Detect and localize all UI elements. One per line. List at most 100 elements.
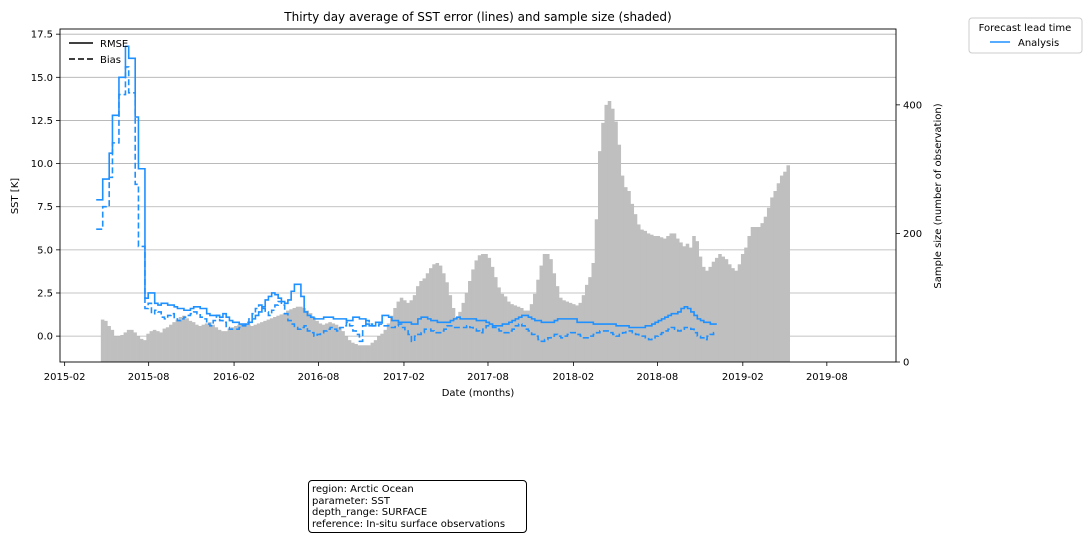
sample-size-bar (292, 308, 297, 362)
x-tick-label: 2018-02 (552, 372, 594, 383)
x-tick-label: 2018-08 (637, 372, 679, 383)
sample-size-bar (188, 320, 193, 362)
sample-size-bar (234, 326, 238, 362)
sample-size-bar (139, 338, 144, 362)
sample-size-bar (594, 219, 599, 362)
chart-title: Thirty day average of SST error (lines) … (283, 10, 671, 24)
sample-size-bar (133, 332, 137, 362)
sample-size-bar (471, 269, 475, 362)
sample-size-bar (165, 327, 170, 362)
sample-size-bar (341, 331, 345, 362)
sample-size-bar (490, 266, 495, 362)
sample-size-bar (273, 317, 277, 362)
sample-size-bar (591, 263, 596, 362)
sample-size-bar (299, 306, 303, 362)
legend-bias-label: Bias (100, 55, 121, 66)
sample-size-bar (403, 300, 407, 362)
legend-analysis-label: Analysis (1018, 38, 1059, 49)
rmse-line (96, 45, 717, 329)
sample-size-bar (779, 175, 784, 362)
sample-size-bar (393, 308, 397, 362)
sample-size-bar (783, 171, 787, 362)
sample-size-bar (308, 313, 313, 362)
y-axis-left: 17.5 15.0 12.5 10.0 7.5 5.0 2.5 0.0 (31, 30, 60, 343)
sample-size-bar (705, 270, 709, 362)
sample-size-bar (455, 317, 459, 362)
sample-size-bar (773, 191, 778, 362)
sample-size-bar (237, 324, 241, 362)
sample-size-bar (653, 236, 657, 362)
sample-size-bar (646, 233, 651, 362)
sample-size-bar (497, 287, 501, 362)
sample-size-bar (714, 257, 719, 362)
sample-size-bar (481, 254, 485, 362)
y-axis-label: SST [K] (10, 178, 21, 214)
y-gridlines (60, 33, 896, 337)
sample-size-bar (562, 300, 566, 362)
sample-size-bar (760, 223, 765, 362)
sample-size-bar (123, 332, 128, 362)
sample-size-bar (533, 293, 537, 362)
sample-size-bar (354, 344, 358, 362)
y-tick-label: 2.5 (37, 288, 53, 299)
sample-size-bar (383, 329, 388, 362)
info-region: region: Arctic Ocean (312, 484, 414, 495)
sample-size-bar (711, 261, 716, 362)
x-tick-label: 2019-08 (806, 372, 848, 383)
x-tick-label: 2017-02 (383, 372, 425, 383)
sample-size-bar (185, 318, 189, 362)
x-tick-label: 2016-08 (298, 372, 340, 383)
sample-size-bar (666, 236, 670, 362)
sample-size-bar (256, 323, 261, 362)
sample-size-bar (607, 101, 612, 362)
sample-size-bar (136, 336, 141, 362)
sample-size-bar (269, 318, 274, 362)
sample-size-bar (494, 277, 498, 362)
sample-size-bar (117, 336, 121, 362)
y-tick-label: 15.0 (31, 73, 53, 84)
y-tick-label: 10.0 (31, 159, 53, 170)
sample-size-bar (559, 297, 563, 362)
info-parameter: parameter: SST (312, 495, 390, 507)
info-depth-range: depth_range: SURFACE (312, 507, 428, 518)
sample-size-bar (520, 308, 524, 362)
y2-axis-label: Sample size (number of observation) (933, 103, 944, 288)
sample-size-bar (211, 324, 215, 362)
sample-size-bar (230, 327, 235, 362)
sample-size-bar (175, 319, 180, 362)
sample-size-bar (588, 277, 592, 362)
sample-size-bar (458, 311, 462, 362)
sample-size-bar (334, 324, 339, 362)
sample-size-bar (604, 104, 609, 362)
sample-size-bar (438, 265, 443, 362)
sample-size-bar (510, 304, 514, 362)
sample-size-bar (159, 332, 163, 362)
sample-size-bar (477, 255, 482, 362)
sample-size-bar (380, 333, 384, 362)
sample-size-bar (546, 254, 550, 362)
y-tick-label: 12.5 (31, 116, 53, 127)
sample-size-bar (601, 122, 605, 362)
sample-size-bar (130, 329, 134, 362)
sample-size-bar (198, 326, 202, 362)
sample-size-bar (396, 301, 401, 362)
sample-size-bar (786, 165, 791, 362)
x-tick-label: 2017-08 (467, 372, 509, 383)
sample-size-bar (627, 191, 631, 362)
sample-size-bar (386, 323, 391, 362)
sample-size-bar (526, 310, 531, 362)
sample-size-bar (435, 263, 440, 362)
sample-size-bar (321, 324, 326, 362)
sample-size-bar (422, 278, 427, 362)
sample-size-bar (581, 295, 586, 362)
sample-size-bar (279, 314, 284, 362)
sample-size-bar (672, 233, 677, 362)
sample-size-bar (575, 305, 579, 362)
sample-size-bar (253, 324, 258, 362)
sample-size-bar (276, 315, 280, 362)
sample-size-bar (633, 214, 638, 362)
sample-size-bar (614, 121, 618, 362)
sample-size-bar (399, 297, 404, 362)
series-legend-frame (968, 17, 1083, 54)
